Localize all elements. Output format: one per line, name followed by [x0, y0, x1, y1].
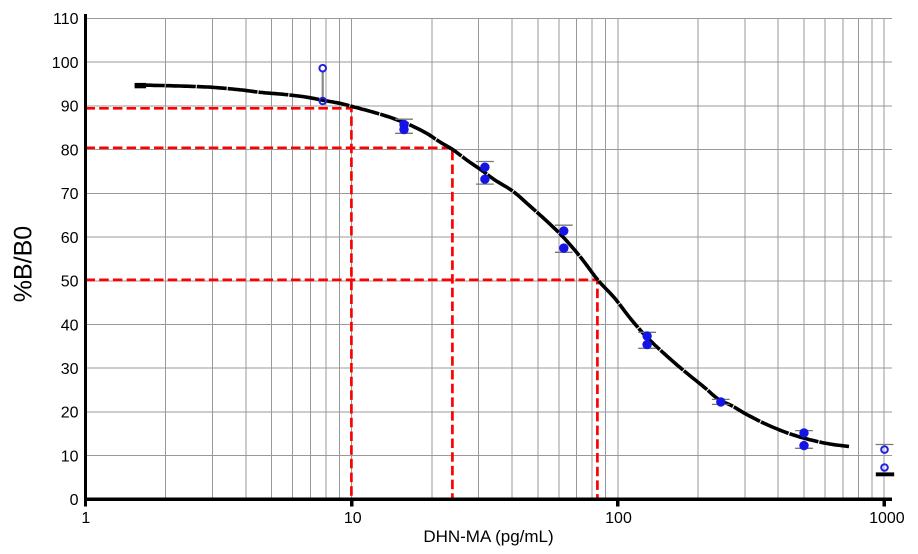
svg-text:20: 20: [61, 405, 79, 422]
svg-text:10: 10: [344, 510, 362, 527]
svg-text:1000: 1000: [869, 510, 905, 527]
svg-text:1: 1: [81, 510, 90, 527]
svg-text:30: 30: [61, 361, 79, 378]
svg-text:90: 90: [61, 99, 79, 116]
svg-text:10: 10: [61, 449, 79, 466]
svg-text:110: 110: [53, 11, 79, 28]
svg-text:80: 80: [61, 142, 79, 159]
svg-text:100: 100: [605, 510, 632, 527]
svg-text:100: 100: [52, 55, 79, 72]
svg-text:50: 50: [61, 274, 79, 291]
svg-text:0: 0: [70, 492, 79, 509]
svg-text:70: 70: [61, 186, 79, 203]
svg-text:40: 40: [61, 317, 79, 334]
svg-text:DHN-MA (pg/mL): DHN-MA (pg/mL): [423, 527, 553, 546]
svg-text:60: 60: [61, 230, 79, 247]
svg-text:%B/B0: %B/B0: [10, 226, 38, 302]
